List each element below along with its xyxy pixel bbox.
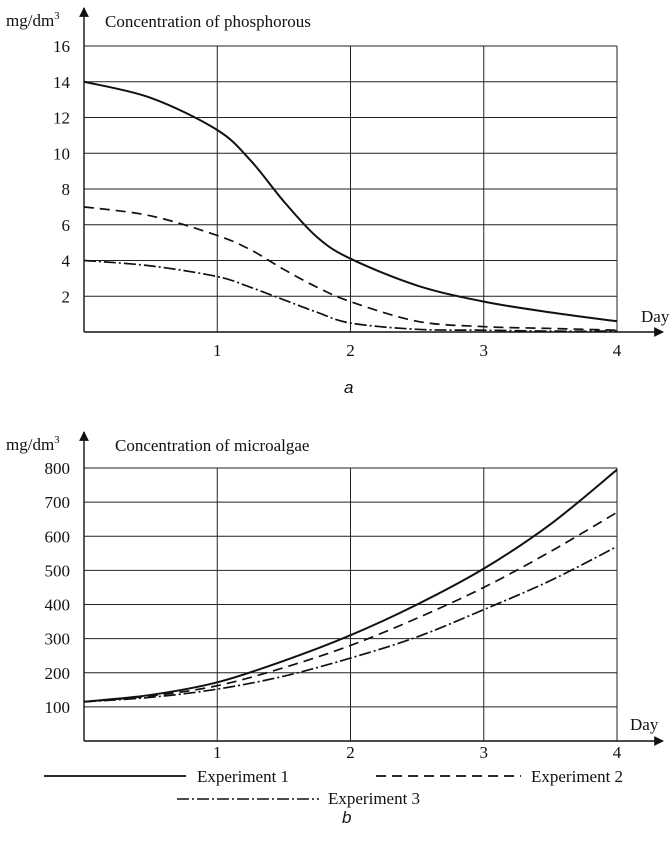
- legend-label-experiment-3: Experiment 3: [328, 789, 420, 808]
- chart-a-xtick-label: 3: [480, 341, 489, 360]
- chart-b-ylabel: mg/dm3: [6, 434, 60, 454]
- chart-b-ytick-label: 500: [45, 561, 71, 580]
- chart-b-ytick-label: 100: [45, 698, 71, 717]
- chart-a-static-text: mg/dm3 Concentration of phosphorous Day …: [6, 10, 670, 397]
- chart-b-xtick-label: 1: [213, 743, 222, 762]
- chart-b-series-experiment-2: [83, 511, 618, 703]
- chart-b-ytick-label: 600: [45, 527, 71, 546]
- chart-a-ytick-label: 8: [62, 180, 71, 199]
- chart-a-ytick-label: 12: [53, 109, 70, 128]
- chart-a-ytick-label: 10: [53, 144, 70, 163]
- chart-a-xtick-label: 2: [346, 341, 355, 360]
- chart-a-ytick-label: 4: [62, 252, 71, 271]
- chart-b-xtick-label: 2: [346, 743, 355, 762]
- chart-b-series-experiment-1: [83, 468, 618, 703]
- chart-a-xtick-label: 1: [213, 341, 222, 360]
- chart-a-series-experiment-2: [83, 206, 618, 332]
- chart-a-panel-label: a: [344, 378, 353, 397]
- chart-b-ytick-label: 700: [45, 493, 71, 512]
- chart-a-ytick-label: 2: [62, 287, 71, 306]
- chart-a-ytick-label: 16: [53, 37, 70, 56]
- chart-a-ytick-label: 6: [62, 216, 71, 235]
- chart-b: 100 200 300 400 500 600 700 800 1 2 3 4: [45, 431, 664, 762]
- chart-b-xlabel: Day: [630, 715, 659, 734]
- chart-b-ytick-label: 400: [45, 596, 71, 615]
- legend-label-experiment-1: Experiment 1: [197, 767, 289, 786]
- chart-b-xtick-label: 4: [613, 743, 622, 762]
- chart-a-ytick-label: 14: [53, 73, 71, 92]
- chart-a-xlabel: Day: [641, 307, 670, 326]
- chart-b-ytick-label: 800: [45, 459, 71, 478]
- chart-a-title: Concentration of phosphorous: [105, 12, 311, 31]
- chart-a-series-experiment-1: [83, 80, 618, 323]
- chart-b-title: Concentration of microalgae: [115, 436, 309, 455]
- chart-b-xtick-label: 3: [480, 743, 489, 762]
- chart-b-ytick-label: 300: [45, 630, 71, 649]
- chart-b-panel-label: b: [342, 808, 351, 827]
- chart-a-series-experiment-3: [83, 259, 618, 333]
- legend: Experiment 1 Experiment 2 Experiment 3: [44, 767, 623, 808]
- chart-b-static-text: mg/dm3 Concentration of microalgae Day b: [6, 434, 659, 827]
- chart-b-ytick-label: 200: [45, 664, 71, 683]
- legend-label-experiment-2: Experiment 2: [531, 767, 623, 786]
- chart-b-series-experiment-3: [83, 545, 618, 703]
- chart-a-ylabel: mg/dm3: [6, 10, 60, 30]
- chart-a-xtick-label: 4: [613, 341, 622, 360]
